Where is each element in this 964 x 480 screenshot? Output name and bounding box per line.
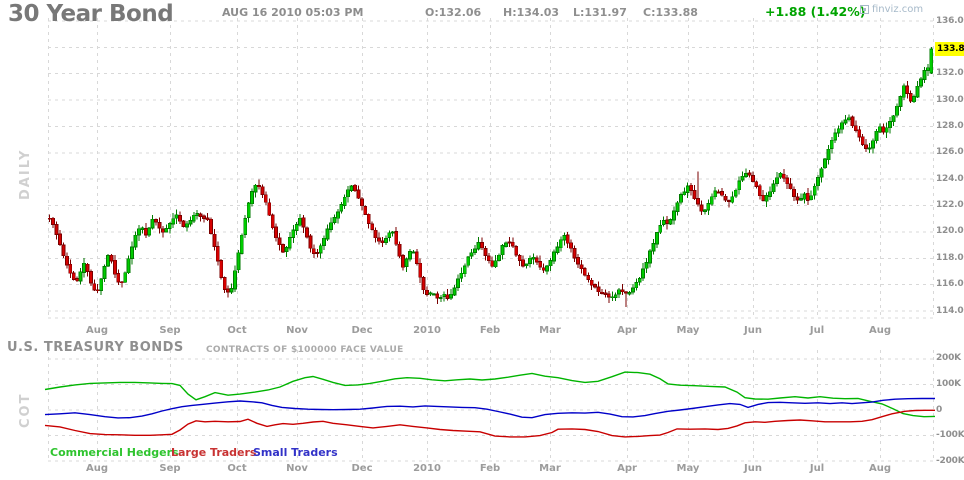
quote-close: C:133.88 [643,6,698,19]
price-y-tick-label: 132.00 [936,68,964,79]
price-y-tick-label: 122.00 [936,200,964,211]
finviz-watermark-text: finviz.com [872,4,924,15]
finviz-logo-icon [860,5,869,14]
price-x-tick-label: Sep [159,325,181,336]
price-y-tick-label: 116.00 [936,279,964,290]
cot-y-tick-label: 100K [936,378,961,389]
cot-x-tick-label: Oct [227,463,247,474]
price-x-tick-label: Apr [617,325,637,336]
legend-small-traders: Small Traders [253,446,338,459]
price-x-tick-label: Nov [286,325,308,336]
price-y-tick-label: 118.00 [936,252,964,263]
cot-x-tick-label: Mar [539,463,561,474]
price-y-tick-label: 124.00 [936,173,964,184]
quote-change: +1.88 (1.42%) [765,4,866,19]
price-x-tick-label: May [676,325,700,336]
price-x-tick-label: Mar [539,325,561,336]
price-x-tick-label: Dec [351,325,373,336]
cot-x-tick-label: Apr [617,463,637,474]
quote-low: L:131.97 [573,6,627,19]
interval-axis-label: DAILY [18,148,33,200]
cot-x-tick-label: Aug [85,463,109,474]
price-y-tick-label: 126.00 [936,147,964,158]
cot-y-tick-label: -100K [936,430,964,441]
price-x-tick-label: Jun [744,325,762,336]
price-x-tick-label: Aug [868,325,892,336]
price-y-tick-label: 130.00 [936,94,964,105]
cot-x-tick-label: Nov [286,463,308,474]
cot-axis-label: COT [18,392,33,428]
page-title: 30 Year Bond [8,1,174,27]
cot-y-tick-label: 200K [936,353,961,364]
price-x-tick-label: Feb [479,325,501,336]
price-y-tick-label: 128.00 [936,120,964,131]
price-x-tick-label: Jul [809,325,825,336]
quote-timestamp: AUG 16 2010 05:03 PM [222,6,364,19]
cot-x-tick-label: Jul [809,463,825,474]
legend-commercial-hedgers: Commercial Hedgers [50,446,179,459]
cot-x-tick-label: 2010 [413,463,441,474]
price-y-tick-label: 136.00 [936,15,964,26]
last-price-badge: 133.88 [935,41,964,56]
cot-section-subtitle: CONTRACTS OF $100000 FACE VALUE [206,345,404,355]
cot-x-tick-label: May [676,463,700,474]
cot-x-tick-label: Jun [744,463,762,474]
cot-x-tick-label: Feb [479,463,501,474]
cot-x-tick-label: Aug [868,463,892,474]
quote-open: O:132.06 [425,6,482,19]
price-y-tick-label: 120.00 [936,226,964,237]
cot-y-tick-label: 0 [936,404,943,415]
price-x-tick-label: Oct [227,325,247,336]
price-x-tick-label: 2010 [413,325,441,336]
cot-y-tick-label: -200K [936,455,964,466]
finviz-watermark-link[interactable]: finviz.com [860,4,923,15]
cot-x-tick-label: Dec [351,463,373,474]
cot-x-tick-label: Sep [159,463,181,474]
price-y-tick-label: 114.00 [936,305,964,316]
legend-large-traders: Large Traders [171,446,257,459]
quote-high: H:134.03 [503,6,560,19]
price-x-tick-label: Aug [85,325,109,336]
cot-section-title: U.S. TREASURY BONDS [7,340,184,355]
